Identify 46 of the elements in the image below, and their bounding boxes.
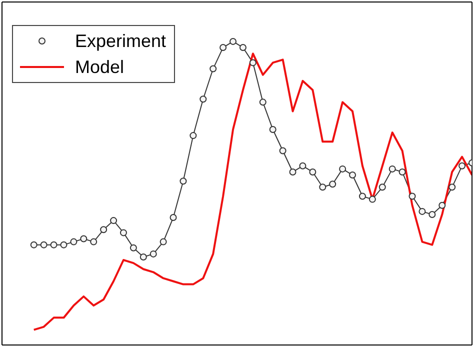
point xyxy=(30,241,38,248)
point xyxy=(170,214,177,222)
point xyxy=(299,162,306,170)
point xyxy=(388,165,396,172)
point xyxy=(289,168,296,176)
point xyxy=(349,172,356,179)
point xyxy=(200,96,207,103)
legend-label: Model xyxy=(75,56,124,79)
point xyxy=(398,168,406,176)
point xyxy=(180,178,187,185)
point xyxy=(448,184,456,191)
point xyxy=(239,44,246,52)
point xyxy=(50,241,58,248)
point xyxy=(190,132,197,140)
point xyxy=(259,98,266,106)
point xyxy=(230,38,237,45)
point xyxy=(40,241,48,248)
point xyxy=(220,44,227,52)
point xyxy=(428,210,436,218)
point xyxy=(130,244,137,252)
point xyxy=(210,65,217,72)
point xyxy=(408,192,416,200)
point xyxy=(279,147,286,154)
point xyxy=(339,165,346,172)
point xyxy=(160,238,167,246)
point xyxy=(269,126,276,133)
point xyxy=(100,226,108,234)
point xyxy=(90,238,98,246)
point xyxy=(70,238,78,246)
point xyxy=(120,229,127,236)
point xyxy=(150,250,157,258)
point xyxy=(80,235,88,242)
point xyxy=(60,241,68,248)
point xyxy=(140,253,147,260)
point xyxy=(438,202,446,209)
point xyxy=(249,59,256,66)
point xyxy=(418,208,426,215)
legend-label: Experiment xyxy=(75,30,166,53)
point xyxy=(329,180,336,188)
point xyxy=(358,192,366,200)
point xyxy=(110,217,118,224)
point xyxy=(458,162,466,170)
point xyxy=(368,196,376,203)
point xyxy=(378,184,386,191)
point xyxy=(309,168,316,176)
point xyxy=(319,184,326,191)
